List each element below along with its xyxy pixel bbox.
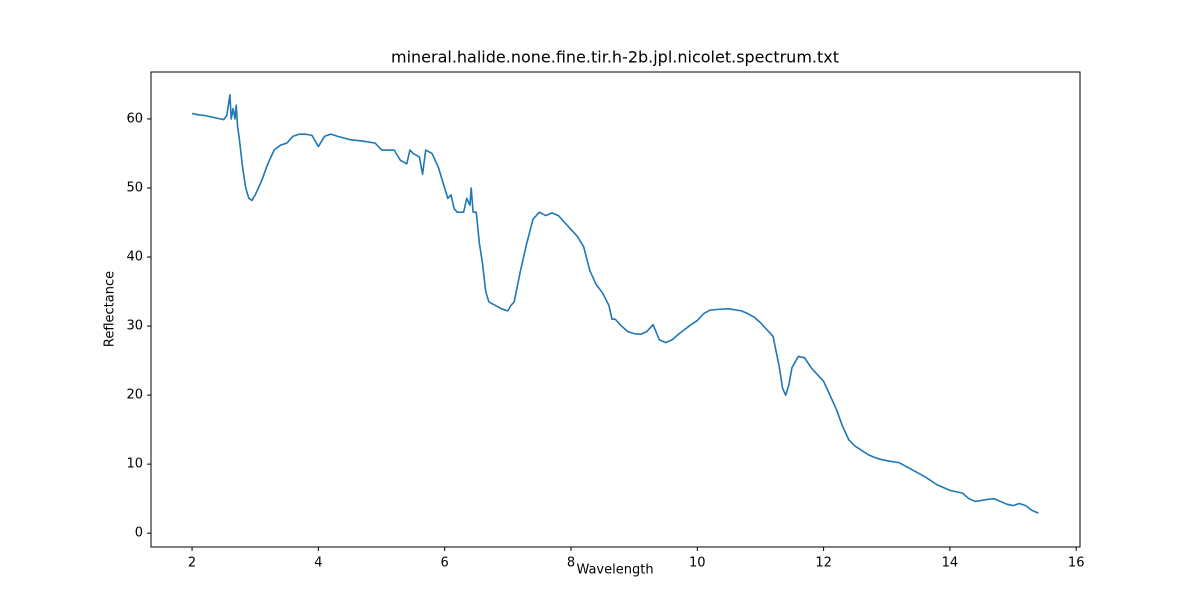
y-tick-label: 30 — [126, 319, 143, 334]
x-axis-label: Wavelength — [576, 563, 653, 578]
y-tick-label: 10 — [126, 457, 143, 472]
x-tick-label: 6 — [441, 556, 449, 571]
y-axis-label: Reflectance — [103, 271, 118, 347]
x-tick-label: 8 — [567, 556, 575, 571]
x-tick-label: 4 — [314, 556, 322, 571]
x-tick-label: 12 — [815, 556, 832, 571]
x-tick-label: 2 — [188, 556, 196, 571]
y-tick-label: 0 — [135, 526, 143, 541]
spectrum-line — [191, 93, 1039, 514]
y-tick-label: 60 — [126, 111, 143, 126]
y-tick-label: 20 — [126, 388, 143, 403]
chart-title: mineral.halide.none.fine.tir.h-2b.jpl.ni… — [391, 48, 839, 67]
x-tick-label: 10 — [689, 556, 706, 571]
y-tick-label: 50 — [126, 180, 143, 195]
x-tick-label: 14 — [942, 556, 959, 571]
x-tick-label: 16 — [1068, 556, 1085, 571]
y-tick-label: 40 — [126, 250, 143, 265]
axes-frame — [150, 71, 1081, 548]
